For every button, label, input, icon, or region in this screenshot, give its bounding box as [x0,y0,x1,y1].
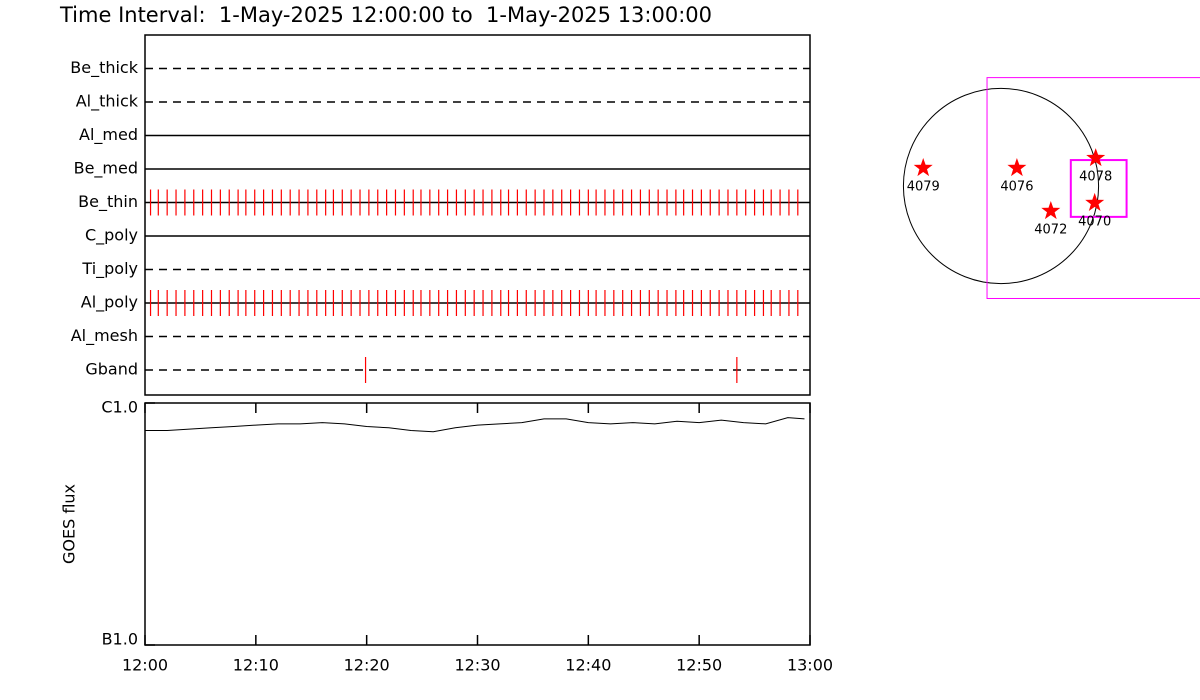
x-tick-label: 12:00 [122,656,168,675]
filter-label: Be_thin [78,192,138,212]
active-region-star [1007,158,1027,177]
x-tick-label: 12:40 [565,656,611,675]
x-tick-label: 12:30 [454,656,500,675]
active-region-star [1086,148,1106,167]
filter-label: Al_med [79,125,138,145]
filter-label: Ti_poly [81,259,138,279]
filter-label: Be_med [74,159,138,179]
y-tick-label: B1.0 [102,630,138,649]
active-region-label: 4072 [1034,222,1067,237]
chart-title: Time Interval: 1-May-2025 12:00:00 to 1-… [59,3,712,27]
solar-limb [902,87,1100,285]
active-region-label: 4076 [1000,180,1033,195]
filter-label: Gband [85,360,138,379]
active-region-label: 4078 [1079,170,1112,185]
y-tick-label: C1.0 [101,398,138,417]
active-region-star [913,158,933,177]
filter-label: Al_thick [76,92,139,112]
field-of-view [986,77,1200,299]
filter-label: Be_thick [70,58,138,78]
filter-label: C_poly [85,226,138,246]
goes-flux-line [145,417,805,433]
x-tick-label: 12:50 [676,656,722,675]
active-region-label: 4079 [907,180,940,195]
filter-label: Al_mesh [71,326,138,346]
active-region-star [1085,192,1105,211]
x-tick-label: 12:10 [233,656,279,675]
filter-label: Al_poly [81,293,138,313]
active-region-label: 4070 [1078,214,1111,229]
y-axis-label: GOES flux [60,484,79,564]
filter-panel-frame [144,34,811,396]
goes-panel-frame [144,402,811,646]
x-tick-label: 12:20 [344,656,390,675]
x-tick-label: 13:00 [787,656,833,675]
active-region-star [1041,201,1061,220]
